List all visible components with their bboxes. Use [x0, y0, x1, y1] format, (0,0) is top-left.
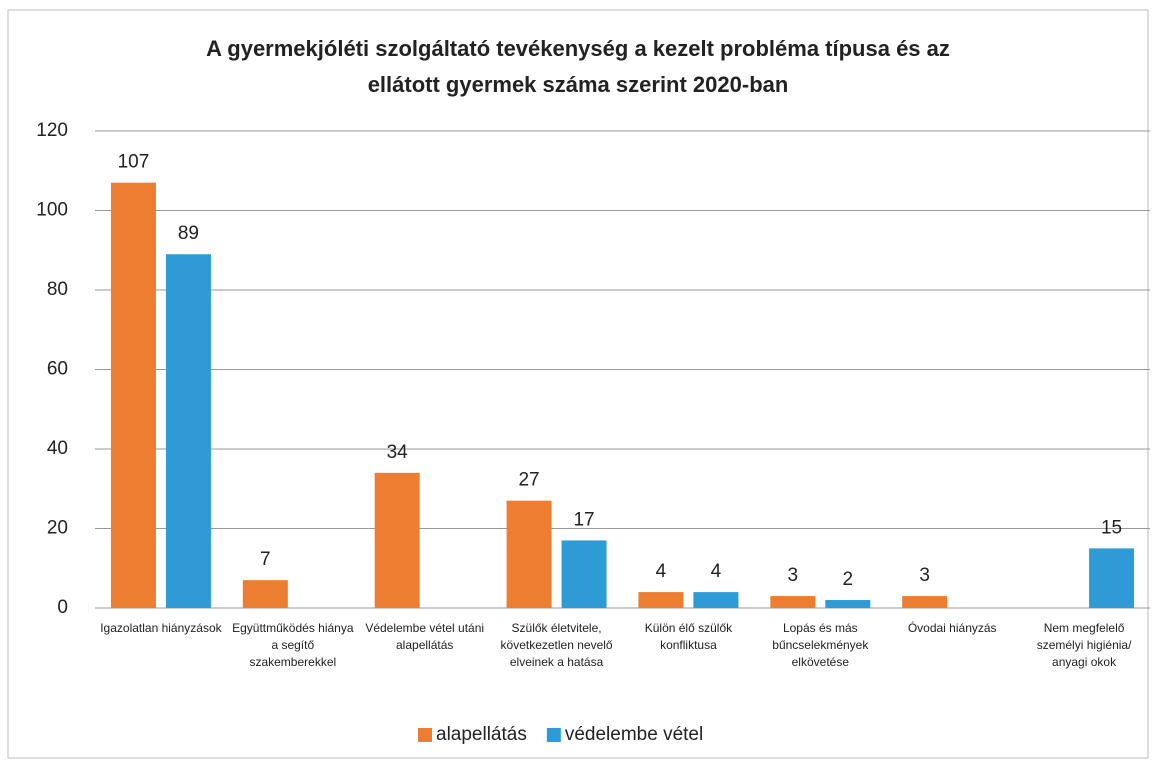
data-label: 15 — [1101, 517, 1122, 538]
data-label: 17 — [573, 509, 594, 530]
bar — [693, 592, 739, 608]
bar — [1089, 548, 1135, 608]
y-tick-label: 120 — [36, 120, 68, 141]
x-tick-label: Igazolatlan hiányzások — [100, 621, 222, 635]
bar — [110, 182, 156, 609]
data-label: 4 — [656, 561, 667, 582]
bar — [242, 580, 288, 608]
y-tick-label: 40 — [47, 438, 68, 459]
data-label: 89 — [178, 223, 199, 244]
bar — [506, 500, 552, 608]
bar — [825, 600, 871, 608]
data-label: 34 — [387, 442, 409, 463]
legend-label: védelembe vétel — [565, 724, 703, 745]
data-label: 107 — [118, 152, 150, 173]
y-tick-label: 100 — [36, 200, 68, 221]
chart-title: ellátott gyermek száma szerint 2020-ban — [368, 72, 789, 97]
x-tick-label: Együttműködés hiánya a segítő szakembere… — [232, 621, 354, 669]
x-tick-label: Külön élő szülők konfliktusa — [644, 621, 733, 652]
y-tick-label: 0 — [57, 597, 68, 618]
data-label: 4 — [711, 561, 722, 582]
data-label: 7 — [260, 549, 271, 570]
bar — [165, 254, 211, 608]
legend-label: alapellátás — [436, 724, 527, 745]
chart-title: A gyermekjóléti szolgáltató tevékenység … — [206, 36, 950, 61]
y-tick-label: 80 — [47, 279, 68, 300]
y-tick-label: 60 — [47, 359, 68, 380]
bar — [374, 472, 420, 608]
data-label: 3 — [788, 565, 799, 586]
data-label: 2 — [843, 569, 854, 590]
bar — [770, 596, 816, 608]
bar — [902, 596, 948, 608]
x-tick-label: Óvodai hiányzás — [907, 621, 997, 635]
x-tick-label: Szülők életvitele, következetlen nevelő … — [500, 621, 613, 669]
x-tick-label: Nem megfelelő személyi higiénia/ anyagi … — [1036, 621, 1132, 669]
x-tick-label: Lopás és más bűncselekmények elkövetése — [772, 621, 869, 669]
legend-swatch — [418, 728, 432, 742]
data-label: 27 — [518, 470, 539, 491]
bar — [638, 592, 684, 608]
x-tick-label: Védelembe vétel utáni alapellátás — [365, 621, 485, 652]
y-tick-label: 20 — [47, 518, 68, 539]
legend-swatch — [546, 728, 561, 742]
data-label: 3 — [919, 565, 930, 586]
bar — [561, 540, 607, 608]
chart-frame — [7, 9, 1149, 759]
